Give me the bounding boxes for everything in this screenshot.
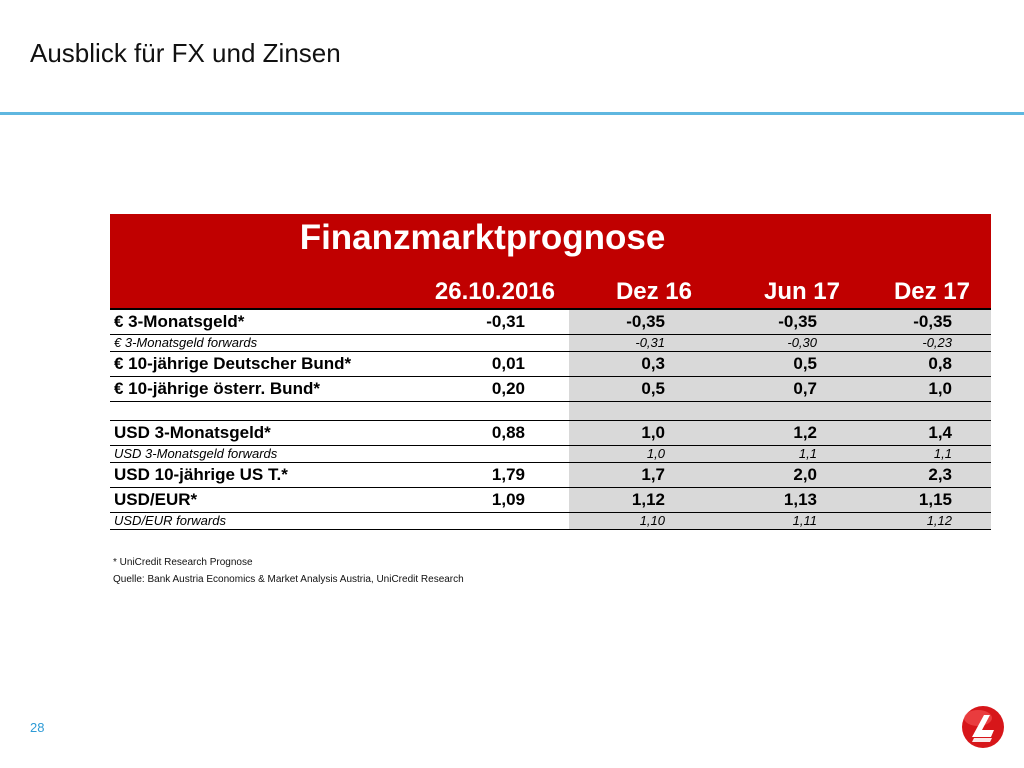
table-row: USD 3-Monatsgeld* 0,88 1,0 1,2 1,4 bbox=[110, 421, 991, 446]
value-cell: 1,0 bbox=[641, 423, 665, 442]
value-cell: 2,0 bbox=[793, 465, 817, 484]
forwards-row: USD/EUR forwards 1,10 1,11 1,12 bbox=[110, 513, 991, 530]
forecast-shading bbox=[569, 352, 991, 376]
value-cell: 1,12 bbox=[631, 490, 665, 509]
value-cell: 1,09 bbox=[491, 490, 525, 509]
forecast-shading bbox=[569, 446, 991, 462]
value-cell: 1,79 bbox=[491, 465, 525, 484]
value-cell: 1,0 bbox=[646, 446, 665, 461]
value-cell: -0,31 bbox=[486, 312, 525, 331]
column-header: Dez 16 bbox=[615, 278, 692, 305]
value-cell: 1,10 bbox=[639, 513, 665, 528]
value-cell: 0,3 bbox=[641, 354, 665, 373]
title-divider bbox=[0, 112, 1024, 115]
row-label: € 10-jährige Deutscher Bund* bbox=[114, 354, 352, 373]
value-cell: 0,8 bbox=[928, 354, 952, 373]
forecast-shading bbox=[569, 310, 991, 334]
spacer-row bbox=[110, 402, 991, 421]
table-title: Finanzmarktprognose bbox=[299, 218, 666, 257]
value-cell: 1,1 bbox=[798, 446, 817, 461]
value-cell: 0,88 bbox=[491, 423, 525, 442]
table-row: USD/EUR* 1,09 1,12 1,13 1,15 bbox=[110, 488, 991, 513]
unicredit-logo-icon bbox=[962, 706, 1004, 748]
value-cell: 1,0 bbox=[928, 379, 952, 398]
table-body: € 3-Monatsgeld* -0,31 -0,35 -0,35 -0,35 € 3-M… bbox=[110, 310, 991, 530]
value-cell: 0,20 bbox=[491, 379, 525, 398]
value-cell: -0,30 bbox=[787, 335, 817, 350]
value-cell: 1,12 bbox=[926, 513, 952, 528]
column-header: 26.10.2016 bbox=[434, 278, 555, 305]
table-row: USD 10-jährige US T.* 1,79 1,7 2,0 2,3 bbox=[110, 463, 991, 488]
header-rule bbox=[110, 308, 991, 310]
table-row: € 3-Monatsgeld* -0,31 -0,35 -0,35 -0,35 bbox=[110, 310, 991, 335]
value-cell: 1,4 bbox=[928, 423, 952, 442]
value-cell: 1,7 bbox=[641, 465, 665, 484]
value-cell: 0,5 bbox=[641, 379, 665, 398]
row-label: USD 3-Monatsgeld forwards bbox=[114, 446, 278, 461]
value-cell: 0,7 bbox=[793, 379, 817, 398]
row-label: USD/EUR forwards bbox=[114, 513, 226, 528]
forecast-shading bbox=[569, 488, 991, 512]
value-cell: -0,31 bbox=[635, 335, 665, 350]
value-cell: 1,11 bbox=[792, 513, 817, 528]
forecast-shading bbox=[569, 513, 991, 529]
value-cell: -0,35 bbox=[626, 312, 665, 331]
forecast-shading bbox=[569, 402, 991, 420]
value-cell: 0,01 bbox=[491, 354, 525, 373]
column-header: Dez 17 bbox=[893, 278, 970, 305]
forecast-shading bbox=[569, 335, 991, 351]
forecast-shading bbox=[569, 463, 991, 487]
forecast-table: Finanzmarktprognose 26.10.2016 Dez 16 Ju… bbox=[110, 214, 991, 530]
forwards-row: € 3-Monatsgeld forwards -0,31 -0,30 -0,23 bbox=[110, 335, 991, 352]
row-label: USD/EUR* bbox=[114, 490, 198, 509]
footnote-prognose: * UniCredit Research Prognose bbox=[113, 557, 253, 568]
forwards-row: USD 3-Monatsgeld forwards 1,0 1,1 1,1 bbox=[110, 446, 991, 463]
value-cell: 0,5 bbox=[793, 354, 817, 373]
column-header: Jun 17 bbox=[763, 278, 840, 305]
slide-title: Ausblick für FX und Zinsen bbox=[30, 38, 341, 68]
value-cell: -0,23 bbox=[922, 335, 952, 350]
value-cell: -0,35 bbox=[778, 312, 817, 331]
forecast-shading bbox=[569, 421, 991, 445]
value-cell: 2,3 bbox=[928, 465, 952, 484]
value-cell: -0,35 bbox=[913, 312, 952, 331]
column-headers: 26.10.2016 Dez 16 Jun 17 Dez 17 bbox=[110, 274, 991, 308]
table-row: € 10-jährige Deutscher Bund* 0,01 0,3 0,5 0,… bbox=[110, 352, 991, 377]
page-number: 28 bbox=[30, 720, 45, 735]
row-label: USD 3-Monatsgeld* bbox=[114, 423, 271, 442]
value-cell: 1,13 bbox=[783, 490, 817, 509]
row-label: USD 10-jährige US T.* bbox=[114, 465, 288, 484]
forecast-shading bbox=[569, 377, 991, 401]
value-cell: 1,1 bbox=[933, 446, 952, 461]
table-header: Finanzmarktprognose 26.10.2016 Dez 16 Ju… bbox=[110, 214, 991, 310]
footnote-source: Quelle: Bank Austria Economics & Market … bbox=[113, 574, 464, 585]
row-label: € 10-jährige österr. Bund* bbox=[114, 379, 320, 398]
row-label: € 3-Monatsgeld* bbox=[114, 312, 245, 331]
table-row: € 10-jährige österr. Bund* 0,20 0,5 0,7 1,0 bbox=[110, 377, 991, 402]
row-label: € 3-Monatsgeld forwards bbox=[114, 335, 258, 350]
value-cell: 1,15 bbox=[918, 490, 952, 509]
value-cell: 1,2 bbox=[793, 423, 817, 442]
